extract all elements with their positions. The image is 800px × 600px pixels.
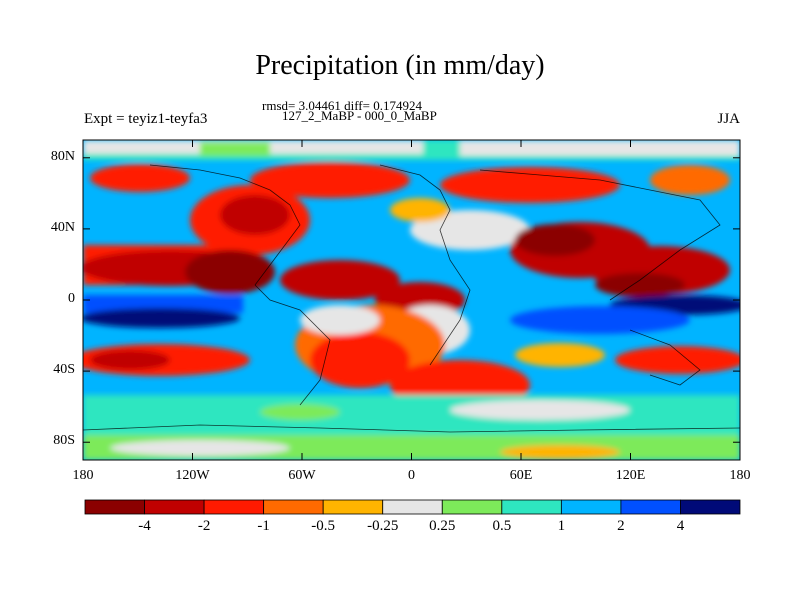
colorbar-swatch (560, 499, 622, 515)
colorbar-swatch (263, 499, 324, 515)
lon-tick-label: 60W (288, 468, 316, 483)
colorbar-label: -1 (257, 518, 270, 534)
experiment-difference-subtitle: 127_2_MaBP - 000_0_MaBP (282, 108, 437, 123)
rmsd-diff-stats: rmsd= 3.04461 diff= 0.174924 (262, 98, 422, 113)
colorbar-swatch (620, 499, 681, 515)
lon-tick-label: 120E (615, 468, 646, 483)
plot-title: Precipitation (in mm/day) (255, 50, 545, 81)
colorbar-label: -4 (138, 518, 151, 534)
colorbar-label: -0.5 (311, 518, 336, 534)
lon-tick-label: 180 (72, 468, 94, 483)
colorbar-label: 0.5 (492, 518, 512, 534)
colorbar-swatch (680, 499, 741, 515)
colorbar-label: -0.25 (367, 518, 399, 534)
lon-tick-label: 60E (509, 468, 533, 483)
colorbar-swatch (382, 499, 443, 515)
experiment-label: Expt = teyiz1-teyfa3 (84, 111, 208, 127)
colorbar-label: 2 (617, 518, 625, 534)
lon-tick-label: 120W (175, 468, 210, 483)
colorbar-swatch (84, 499, 145, 515)
lon-tick-label: 180 (729, 468, 751, 483)
colorbar-label: 0.25 (429, 518, 456, 534)
precipitation-field (83, 140, 740, 460)
colorbar-swatch (501, 499, 562, 515)
colorbar-swatch (441, 499, 503, 515)
colorbar-swatch (144, 499, 205, 515)
lat-tick-label: 80S (53, 433, 75, 449)
lat-tick-label: 0 (68, 291, 75, 306)
latitude-axis (83, 157, 740, 443)
lon-tick-label: 0 (408, 468, 415, 483)
colorbar-label: 4 (676, 518, 685, 534)
colorbar-label: 1 (557, 518, 566, 534)
colorbar-label: -2 (197, 518, 211, 534)
colorbar-swatch (322, 499, 384, 515)
season-label: JJA (717, 111, 740, 127)
colorbar-swatch (203, 499, 265, 515)
lat-tick-label: 80N (50, 148, 75, 164)
lat-tick-label: 40N (50, 219, 75, 235)
colorbar (84, 499, 741, 515)
lat-tick-label: 40S (53, 362, 75, 378)
longitude-axis (82, 140, 741, 460)
